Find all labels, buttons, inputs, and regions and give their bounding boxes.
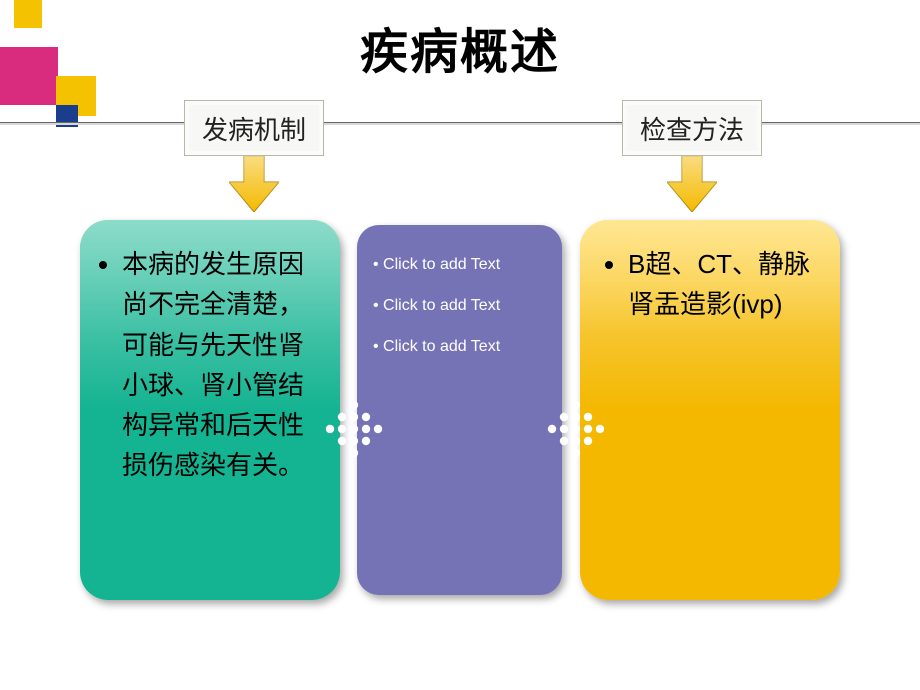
placeholder-item[interactable]: Click to add Text bbox=[373, 253, 552, 278]
label-pathogenesis: 发病机制 bbox=[184, 100, 324, 156]
label-text: 发病机制 bbox=[202, 110, 306, 147]
label-examination: 检查方法 bbox=[622, 100, 762, 156]
bullet-list: 本病的发生原因尚不完全清楚，可能与先天性肾小球、肾小管结构异常和后天性损伤感染有… bbox=[98, 244, 322, 486]
bullet-item: B超、CT、静脉肾盂造影(ivp) bbox=[628, 244, 818, 325]
card-pathogenesis: 本病的发生原因尚不完全清楚，可能与先天性肾小球、肾小管结构异常和后天性损伤感染有… bbox=[80, 220, 340, 600]
dots-connector-icon bbox=[546, 400, 604, 458]
bullet-item: 本病的发生原因尚不完全清楚，可能与先天性肾小球、肾小管结构异常和后天性损伤感染有… bbox=[122, 244, 322, 486]
page-title: 疾病概述 bbox=[0, 12, 920, 82]
placeholder-item[interactable]: Click to add Text bbox=[373, 335, 552, 360]
arrow-down-icon bbox=[667, 156, 717, 212]
bullet-list: B超、CT、静脉肾盂造影(ivp) bbox=[598, 244, 822, 325]
placeholder-list: Click to add Text Click to add Text Clic… bbox=[367, 253, 552, 359]
arrow-down-icon bbox=[229, 156, 279, 212]
card-placeholder: Click to add Text Click to add Text Clic… bbox=[357, 225, 562, 595]
diagram-area: 发病机制 检查方法 Click to add Text Click to add… bbox=[0, 100, 920, 660]
dots-connector-icon bbox=[324, 400, 382, 458]
card-examination: B超、CT、静脉肾盂造影(ivp) bbox=[580, 220, 840, 600]
label-text: 检查方法 bbox=[640, 110, 744, 147]
placeholder-item[interactable]: Click to add Text bbox=[373, 294, 552, 319]
